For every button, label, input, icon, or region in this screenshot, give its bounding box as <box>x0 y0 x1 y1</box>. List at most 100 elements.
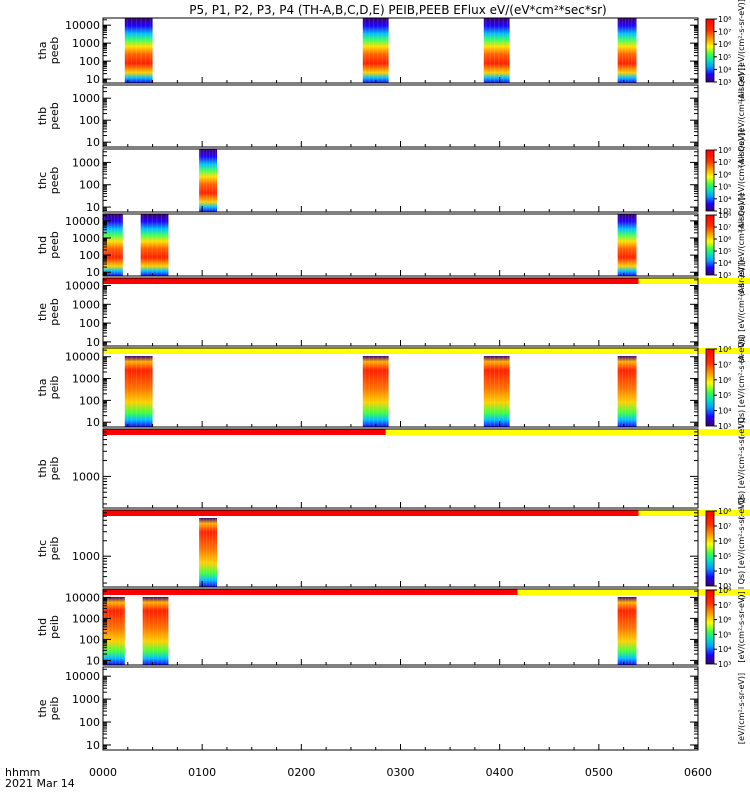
colorbar-unit-label: (All Qs) [eV/(cm²-s-sr-eV)] <box>737 194 746 297</box>
colorbar-unit-label: (All Qs) [eV/(cm²-s-sr-eV)] <box>737 261 746 364</box>
colorbar-tick-label: 10⁴ <box>718 567 731 576</box>
data-burst-2 <box>483 18 510 83</box>
colorbar-gradient <box>705 589 715 665</box>
status-bar <box>103 589 750 595</box>
colorbar-tick-label: 10⁴ <box>718 65 731 74</box>
y-tick-label: 10000 <box>65 280 100 293</box>
panel-probe-label: the <box>36 699 49 717</box>
y-tick-label: 1000 <box>72 373 100 386</box>
colorbar-unit-label: (All Qs) [eV/(cm²-s-sr-eV)] <box>737 65 746 168</box>
colorbar-tick-label: 10⁷ <box>718 223 731 232</box>
colorbar-tick-label: 10³ <box>718 207 731 216</box>
time-axis-label: hhmm <box>5 766 40 779</box>
colorbar-tick-label: 10³ <box>718 78 731 87</box>
panel-probe-label: thd <box>36 236 49 254</box>
status-bar-red <box>103 278 639 284</box>
panel-product-label: peeb <box>48 298 61 326</box>
colorbar-tick-label: 10³ <box>718 660 731 669</box>
status-bar-red <box>103 510 639 516</box>
panel-the-peeb: 10 100 1000 10000 the peeb (All Qs) [eV/(cm²-s… <box>36 261 750 364</box>
colorbar-tick-label: 10⁴ <box>718 407 731 416</box>
panel-thb-peeb: 10 100 1000 thb peeb (All Qs) [eV/(cm²-s-sr-e… <box>36 65 746 168</box>
colorbar-tick-label: 10⁵ <box>718 183 731 192</box>
y-tick-label: 1000 <box>72 92 100 105</box>
panel-probe-label: thd <box>36 618 49 636</box>
colorbar: 10³ 10⁴ 10⁵ 10⁶ 10⁷ 10⁸ <box>705 15 731 87</box>
y-tick-label: 1000 <box>72 550 100 563</box>
panel-tha-peeb: 10 100 1000 10000 tha peeb 10³ 10⁴ 10⁵ 10⁶ 10⁷ 10⁸ (… <box>36 0 746 102</box>
panel-product-label: peib <box>48 457 61 481</box>
panel-frame <box>102 84 699 148</box>
panel-product-label: peib <box>48 615 61 639</box>
panel-frame <box>102 347 699 428</box>
time-tick-label: 0300 <box>387 766 415 779</box>
colorbar: 10³ 10⁴ 10⁵ 10⁶ 10⁷ 10⁸ <box>705 507 731 591</box>
data-burst-0 <box>199 518 218 587</box>
colorbar-tick-label: 10⁶ <box>718 40 731 49</box>
panel-product-label: peeb <box>48 37 61 65</box>
colorbar-gradient <box>705 18 715 83</box>
panel-frame <box>102 666 699 751</box>
y-tick-label: 10 <box>86 136 100 149</box>
y-tick-label: 100 <box>79 317 100 330</box>
colorbar-tick-label: 10⁷ <box>718 522 731 531</box>
y-tick-label: 10000 <box>65 670 100 683</box>
panel-the-peib: 10 100 1000 10000 the peib [eV/(cm²-s-sr-eV)] <box>36 666 746 752</box>
status-bar-red <box>103 429 386 435</box>
colorbar-tick-label: 10⁴ <box>718 259 731 268</box>
panel-frame <box>102 148 699 213</box>
panel-frame <box>102 213 699 277</box>
panel-product-label: peib <box>48 697 61 721</box>
colorbar-tick-label: 10⁶ <box>718 537 731 546</box>
time-axis: 0000 0100 0200 0300 0400 0500 0600 <box>89 766 712 779</box>
colorbar-tick-label: 10³ <box>718 422 731 431</box>
status-bar <box>103 429 750 435</box>
colorbar-tick-label: 10⁵ <box>718 53 731 62</box>
colorbar-unit-label: [eV/(cm²-s-sr-eV)] <box>737 673 746 744</box>
date-label: 2021 Mar 14 <box>5 777 75 790</box>
data-burst-1 <box>362 18 389 83</box>
y-tick-label: 100 <box>79 179 100 192</box>
time-tick-label: 0000 <box>89 766 117 779</box>
time-tick-label: 0600 <box>684 766 712 779</box>
colorbar: 10³ 10⁴ 10⁵ 10⁶ 10⁷ 10⁸ <box>705 586 731 669</box>
y-tick-label: 100 <box>79 394 100 407</box>
data-burst-1 <box>142 597 169 665</box>
panel-product-label: peeb <box>48 167 61 195</box>
y-tick-label: 1000 <box>72 693 100 706</box>
data-burst-2 <box>617 597 637 665</box>
panel-probe-label: thb <box>36 459 49 477</box>
status-bar <box>103 278 750 284</box>
y-tick-label: 1000 <box>72 232 100 245</box>
y-tick-label: 1000 <box>72 612 100 625</box>
status-bar <box>103 510 750 516</box>
data-burst-0 <box>103 214 123 276</box>
panel-probe-label: thc <box>36 540 49 557</box>
colorbar-tick-label: 10⁸ <box>718 15 731 24</box>
colorbar: 10³ 10⁴ 10⁵ 10⁶ 10⁷ 10⁸ <box>705 345 731 431</box>
time-tick-label: 0200 <box>287 766 315 779</box>
y-tick-label: 100 <box>79 114 100 127</box>
y-tick-label: 100 <box>79 249 100 262</box>
colorbar-unit-label: (All Qs) [eV/(cm²-s-sr-eV)] <box>737 417 746 520</box>
time-tick-label: 0500 <box>585 766 613 779</box>
panel-thc-peeb: 10 100 1000 thc peeb 10³ 10⁴ 10⁵ 10⁶ 10⁷ 10⁸ (All Q… <box>36 129 746 232</box>
panel-product-label: peib <box>48 537 61 561</box>
status-bar-red <box>103 589 518 595</box>
colorbar-tick-label: 10⁷ <box>718 158 731 167</box>
data-burst-1 <box>362 356 389 427</box>
colorbar-tick-label: 10⁷ <box>718 28 731 37</box>
data-burst-2 <box>483 356 510 427</box>
figure-title: P5, P1, P2, P3, P4 (TH-A,B,C,D,E) PEIB,P… <box>189 3 606 17</box>
y-tick-label: 1000 <box>72 298 100 311</box>
colorbar-unit-label: (All Qs) [eV/(cm²-s-sr-eV)] <box>737 336 746 439</box>
colorbar-tick-label: 10⁶ <box>718 170 731 179</box>
colorbar-unit-label: [eV/(cm²-s-sr-eV)] <box>737 591 746 662</box>
colorbar-tick-label: 10⁸ <box>718 586 731 595</box>
panel-probe-label: tha <box>36 41 49 59</box>
colorbar-unit-label: (All Qs) [eV/(cm²-s-sr-eV)] <box>737 129 746 232</box>
status-bar-yellow <box>103 429 750 435</box>
colorbar-tick-label: 10⁸ <box>718 146 731 155</box>
colorbar-tick-label: 10⁵ <box>718 630 731 639</box>
y-tick-label: 1000 <box>72 37 100 50</box>
